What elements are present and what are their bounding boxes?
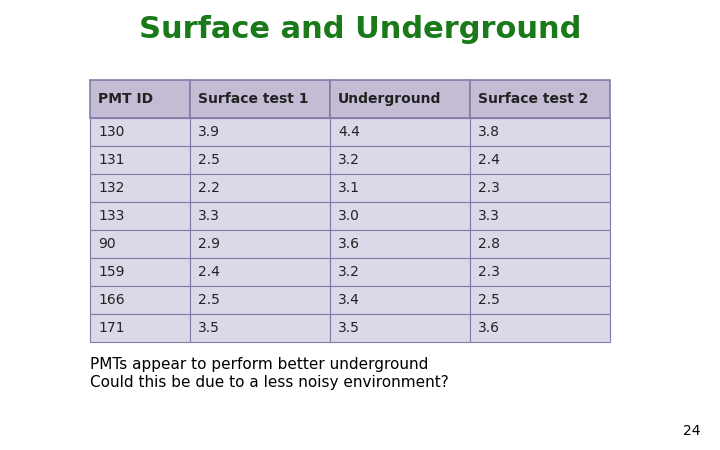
Text: 2.4: 2.4 <box>198 265 220 279</box>
Bar <box>190 174 330 202</box>
Bar <box>90 258 190 286</box>
Text: 3.3: 3.3 <box>478 209 500 223</box>
Text: Surface test 1: Surface test 1 <box>198 92 308 106</box>
Text: PMTs appear to perform better underground: PMTs appear to perform better undergroun… <box>90 356 428 372</box>
Text: 3.3: 3.3 <box>198 209 220 223</box>
Bar <box>190 286 330 314</box>
Text: 3.5: 3.5 <box>338 321 360 335</box>
Bar <box>330 202 470 230</box>
Text: 166: 166 <box>98 293 125 307</box>
Bar <box>330 174 470 202</box>
Text: Underground: Underground <box>338 92 441 106</box>
Text: 2.8: 2.8 <box>478 237 500 251</box>
Text: 3.6: 3.6 <box>478 321 500 335</box>
Text: 132: 132 <box>98 181 125 195</box>
Text: 3.0: 3.0 <box>338 209 360 223</box>
Bar <box>90 314 190 342</box>
Bar <box>190 202 330 230</box>
Text: 130: 130 <box>98 125 125 139</box>
Bar <box>470 80 610 118</box>
Text: 3.8: 3.8 <box>478 125 500 139</box>
Text: 2.4: 2.4 <box>478 153 500 167</box>
Bar <box>470 230 610 258</box>
Bar <box>190 230 330 258</box>
Text: 3.4: 3.4 <box>338 293 360 307</box>
Bar <box>90 230 190 258</box>
Bar <box>190 146 330 174</box>
Bar <box>470 146 610 174</box>
Bar <box>470 286 610 314</box>
Text: 171: 171 <box>98 321 125 335</box>
Text: 4.4: 4.4 <box>338 125 360 139</box>
Text: 2.5: 2.5 <box>198 153 220 167</box>
Text: 2.2: 2.2 <box>198 181 220 195</box>
Bar <box>470 314 610 342</box>
Text: 2.3: 2.3 <box>478 265 500 279</box>
Bar <box>90 286 190 314</box>
Bar <box>330 314 470 342</box>
Text: 3.2: 3.2 <box>338 265 360 279</box>
Text: 133: 133 <box>98 209 125 223</box>
Bar <box>330 230 470 258</box>
Text: Surface and Underground: Surface and Underground <box>139 15 581 45</box>
Text: 159: 159 <box>98 265 125 279</box>
Bar <box>470 174 610 202</box>
Text: Surface test 2: Surface test 2 <box>478 92 588 106</box>
Bar <box>90 118 190 146</box>
Text: 3.9: 3.9 <box>198 125 220 139</box>
Bar <box>90 80 190 118</box>
Bar <box>330 80 470 118</box>
Bar <box>470 202 610 230</box>
Bar <box>330 258 470 286</box>
Bar <box>190 258 330 286</box>
Text: 3.1: 3.1 <box>338 181 360 195</box>
Bar <box>330 146 470 174</box>
Bar <box>90 202 190 230</box>
Text: 90: 90 <box>98 237 116 251</box>
Bar <box>330 286 470 314</box>
Text: PMT ID: PMT ID <box>98 92 153 106</box>
Text: 24: 24 <box>683 424 700 438</box>
Text: 3.2: 3.2 <box>338 153 360 167</box>
Text: 3.6: 3.6 <box>338 237 360 251</box>
Text: 2.9: 2.9 <box>198 237 220 251</box>
Bar <box>90 174 190 202</box>
Bar <box>470 258 610 286</box>
Text: 3.5: 3.5 <box>198 321 220 335</box>
Bar <box>90 146 190 174</box>
Text: 2.3: 2.3 <box>478 181 500 195</box>
Bar <box>190 314 330 342</box>
Bar <box>190 118 330 146</box>
Bar <box>330 118 470 146</box>
Bar <box>470 118 610 146</box>
Bar <box>190 80 330 118</box>
Text: 2.5: 2.5 <box>478 293 500 307</box>
Text: 131: 131 <box>98 153 125 167</box>
Text: Could this be due to a less noisy environment?: Could this be due to a less noisy enviro… <box>90 374 449 390</box>
Text: 2.5: 2.5 <box>198 293 220 307</box>
